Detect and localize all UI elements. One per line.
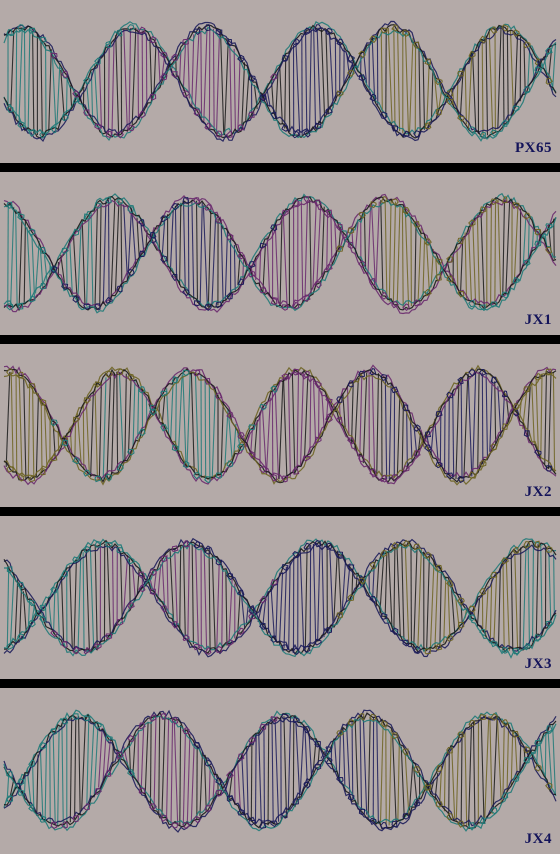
panel-px65: PX65 bbox=[0, 0, 560, 163]
panel-jx2: JX2 bbox=[0, 344, 560, 507]
helix-jx4 bbox=[3, 709, 557, 833]
panel-jx1: JX1 bbox=[0, 172, 560, 335]
panel-jx3: JX3 bbox=[0, 516, 560, 679]
panel-jx4: JX4 bbox=[0, 688, 560, 854]
label-jx2: JX2 bbox=[524, 484, 552, 500]
helix-drawing bbox=[3, 537, 557, 659]
label-px65: PX65 bbox=[515, 140, 552, 156]
helix-px65 bbox=[3, 20, 557, 143]
label-jx4: JX4 bbox=[524, 831, 552, 847]
label-jx3: JX3 bbox=[524, 656, 552, 672]
helix-jx3 bbox=[3, 537, 557, 659]
helix-drawing bbox=[3, 709, 557, 833]
helix-jx1 bbox=[3, 192, 557, 315]
helix-jx2 bbox=[3, 364, 557, 486]
helix-drawing bbox=[3, 20, 557, 143]
helix-drawing bbox=[3, 192, 557, 315]
helix-drawing bbox=[3, 364, 557, 486]
label-jx1: JX1 bbox=[524, 312, 552, 328]
